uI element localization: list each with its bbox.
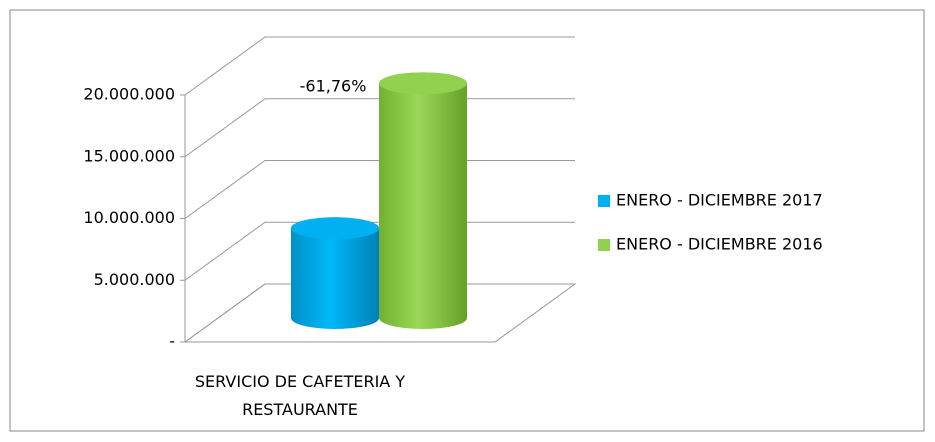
legend-swatch — [598, 239, 610, 251]
legend-label: ENERO - DICIEMBRE 2016 — [616, 235, 823, 254]
annotation: -61,76% — [300, 77, 367, 96]
y-tick-label: 5.000.000 — [94, 270, 175, 289]
bar — [379, 72, 468, 329]
grid-line — [184, 221, 575, 281]
legend-swatch — [598, 195, 610, 207]
grid-line — [184, 98, 575, 158]
y-tick-label: 20.000.000 — [83, 85, 175, 104]
bar-top — [291, 217, 379, 240]
y-tick-label: 10.000.000 — [83, 208, 175, 227]
grid-line — [184, 160, 575, 219]
bar — [291, 217, 379, 329]
grid-line — [184, 283, 575, 343]
legend-label: ENERO - DICIEMBRE 2017 — [616, 191, 823, 210]
y-tick-label: 15.000.000 — [83, 146, 175, 165]
x-tick-label: SERVICIO DE CAFETERIA Y RESTAURANTE — [194, 372, 406, 419]
grid-line — [184, 36, 575, 96]
y-tick-label: - — [169, 332, 175, 351]
bar-top — [379, 72, 467, 95]
